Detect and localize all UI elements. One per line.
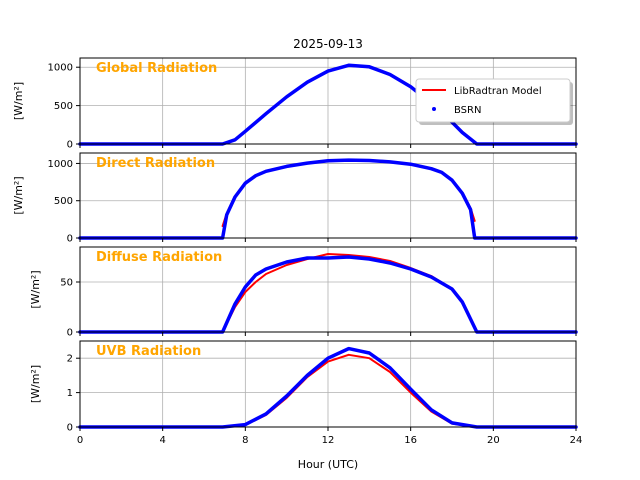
y-axis-title: [W/m²] [29,365,42,403]
chart-title: 2025-09-13 [293,37,363,51]
y-tick-label: 50 [60,278,73,289]
legend-model-label: LibRadtran Model [454,86,542,97]
bsrn-series-line [78,255,578,334]
x-tick-label: 24 [570,435,583,446]
y-tick-label: 0 [67,140,73,151]
y-axis-title: [W/m²] [29,270,42,308]
x-tick-label: 8 [242,435,248,446]
x-tick-label: 20 [487,435,500,446]
y-tick-label: 0 [67,423,73,434]
panel-3: 0 50 Diffuse Radiation [W/m²] [29,246,578,339]
legend-box [415,78,571,123]
y-tick-label: 1000 [48,63,73,74]
panel-1: 0 500 1000 Global Radiation [W/m²] [12,57,578,151]
panel-label: UVB Radiation [96,344,201,359]
y-tick-label: 500 [54,196,73,207]
panel-label: Global Radiation [96,61,217,76]
y-tick-label: 1 [67,388,73,399]
x-tick-label: 4 [159,435,165,446]
panel-label: Direct Radiation [96,156,215,171]
y-tick-label: 2 [67,354,73,365]
legend: LibRadtran Model BSRN [415,78,573,125]
y-tick-label: 0 [67,234,73,245]
legend-bsrn-label: BSRN [454,105,481,116]
x-tick-label: 16 [404,435,417,446]
x-tick-label: 12 [322,435,335,446]
legend-bsrn-swatch [432,107,436,111]
y-axis-title: [W/m²] [12,82,25,120]
y-tick-label: 1000 [48,159,73,170]
y-tick-label: 0 [67,328,73,339]
bsrn-series-line [78,63,578,146]
x-axis-title: Hour (UTC) [298,458,358,471]
bsrn-series-line [78,158,578,240]
y-axis-title: [W/m²] [12,176,25,214]
y-tick-label: 500 [54,101,73,112]
panel-label: Diffuse Radiation [96,250,222,265]
x-tick-label: 0 [77,435,83,446]
model-series-line [221,253,478,333]
panel-2: 0 500 1000 Direct Radiation [W/m²] [12,152,578,245]
bsrn-series-line [78,346,578,429]
